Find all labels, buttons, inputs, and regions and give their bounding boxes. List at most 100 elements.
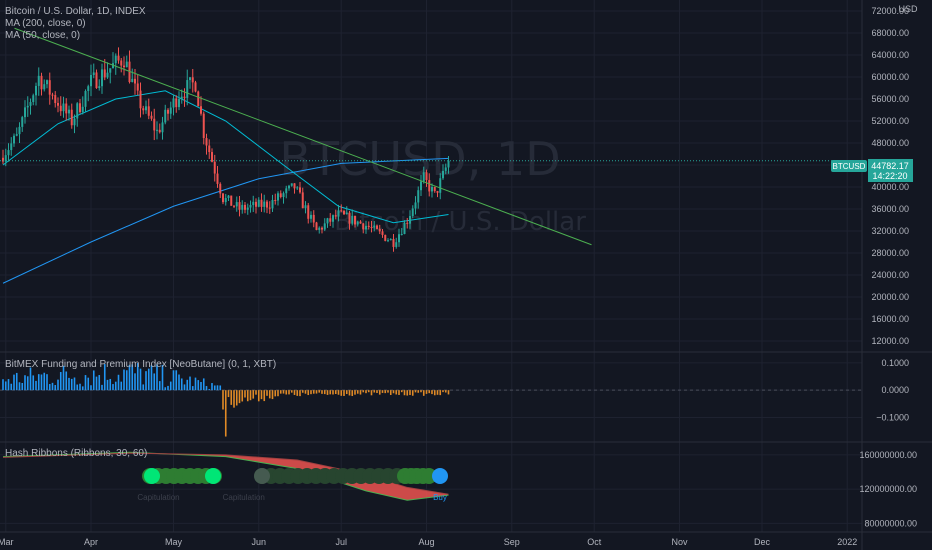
- candle-body: [354, 215, 356, 225]
- funding-bar: [299, 390, 301, 397]
- candle-body: [13, 135, 15, 144]
- funding-bar: [315, 390, 318, 394]
- candle-body: [420, 181, 422, 191]
- hash-signal-dot: [432, 468, 448, 484]
- funding-bar: [431, 390, 433, 395]
- time-tick: Jul: [335, 537, 347, 547]
- funding-bar: [200, 381, 202, 391]
- hash-tick: 160000000.00: [859, 450, 917, 460]
- candle-body: [103, 69, 106, 78]
- candle-body: [4, 155, 7, 162]
- candle-body: [340, 210, 343, 212]
- candle-body: [205, 138, 208, 146]
- candle-body: [384, 234, 387, 241]
- candle-body: [211, 152, 213, 162]
- funding-bar: [13, 374, 15, 391]
- funding-bar: [244, 390, 246, 398]
- funding-bar: [370, 390, 373, 396]
- price-tick: 32000.00: [871, 226, 909, 236]
- hash-tick: 80000000.00: [864, 518, 917, 528]
- candle-body: [403, 222, 406, 235]
- candle-body: [433, 187, 436, 192]
- funding-bar: [139, 368, 142, 391]
- candle-body: [378, 228, 381, 232]
- funding-bar: [175, 370, 178, 391]
- candle-body: [150, 115, 153, 119]
- bar-countdown: 14:22:20: [872, 171, 907, 181]
- candle-body: [235, 202, 238, 207]
- candle-body: [48, 80, 51, 95]
- candle-body: [381, 231, 384, 235]
- legend-hash[interactable]: Hash Ribbons (Ribbons, 30, 60): [5, 448, 148, 459]
- candle-body: [57, 102, 59, 106]
- legend-funding[interactable]: BitMEX Funding and Premium Index [NeoBut…: [5, 359, 277, 370]
- candle-body: [213, 161, 216, 174]
- funding-bar: [150, 365, 153, 391]
- funding-bar: [103, 364, 106, 391]
- price-tick: 20000.00: [871, 292, 909, 302]
- ma200-path: [2, 157, 449, 284]
- funding-bar: [422, 390, 425, 396]
- candle-body: [274, 200, 277, 202]
- candle-body: [216, 173, 219, 184]
- funding-bar: [249, 390, 252, 401]
- candle-body: [2, 157, 4, 162]
- candle-body: [178, 99, 180, 108]
- trendline[interactable]: [14, 27, 592, 246]
- funding-bar: [186, 379, 189, 391]
- funding-bar: [65, 371, 68, 391]
- funding-bar: [101, 384, 103, 391]
- candle-body: [109, 68, 112, 73]
- funding-bar: [406, 390, 409, 396]
- candle-body: [26, 105, 29, 108]
- price-axis[interactable]: USD 12000.00 16000.00 20000.00 24000.00 2800…: [859, 4, 918, 528]
- funding-bar: [417, 390, 420, 393]
- candle-body: [266, 201, 268, 208]
- candle-body: [158, 129, 161, 133]
- funding-bar: [387, 390, 389, 393]
- candle-body: [101, 69, 103, 87]
- funding-bar: [145, 371, 147, 391]
- funding-bar: [117, 374, 120, 391]
- funding-bar: [329, 390, 332, 395]
- buy-label: Buy: [433, 493, 447, 502]
- funding-bar: [208, 389, 211, 391]
- funding-bar: [365, 390, 367, 394]
- candle-body: [271, 200, 274, 209]
- candle-body: [348, 212, 351, 224]
- funding-bar: [62, 365, 65, 391]
- funding-bar: [147, 368, 150, 391]
- candle-body: [147, 106, 150, 116]
- candle-body: [164, 109, 167, 123]
- time-axis[interactable]: Mar Apr May Jun Jul Aug Sep Oct Nov Dec 2022: [0, 537, 857, 547]
- candle-body: [65, 103, 68, 114]
- legend-ma200[interactable]: MA (200, close, 0): [5, 18, 86, 29]
- funding-bar: [98, 375, 101, 391]
- funding-bar: [268, 390, 271, 399]
- candle-body: [139, 90, 142, 109]
- candle-body: [293, 183, 296, 189]
- funding-bar: [255, 390, 257, 395]
- funding-bar: [35, 380, 37, 391]
- legend-ma50[interactable]: MA (50, close, 0): [5, 30, 81, 41]
- candle-body: [299, 187, 301, 193]
- funding-bar: [381, 390, 384, 393]
- funding-bar: [180, 378, 183, 391]
- funding-bar: [296, 390, 299, 396]
- candle-body: [406, 222, 409, 224]
- hash-signal-dots: [142, 468, 448, 484]
- candle-body: [290, 183, 293, 186]
- candle-body: [62, 103, 65, 112]
- candle-body: [189, 77, 191, 81]
- hash-signal-dot: [205, 468, 221, 484]
- legend-symbol[interactable]: Bitcoin / U.S. Dollar, 1D, INDEX: [5, 6, 146, 17]
- candle-body: [123, 65, 125, 68]
- funding-bar: [439, 390, 442, 396]
- funding-bar: [213, 385, 216, 391]
- candle-body: [222, 193, 224, 203]
- funding-bar: [373, 390, 376, 393]
- funding-bar: [420, 390, 422, 393]
- funding-bar: [128, 364, 131, 391]
- candle-body: [431, 187, 433, 192]
